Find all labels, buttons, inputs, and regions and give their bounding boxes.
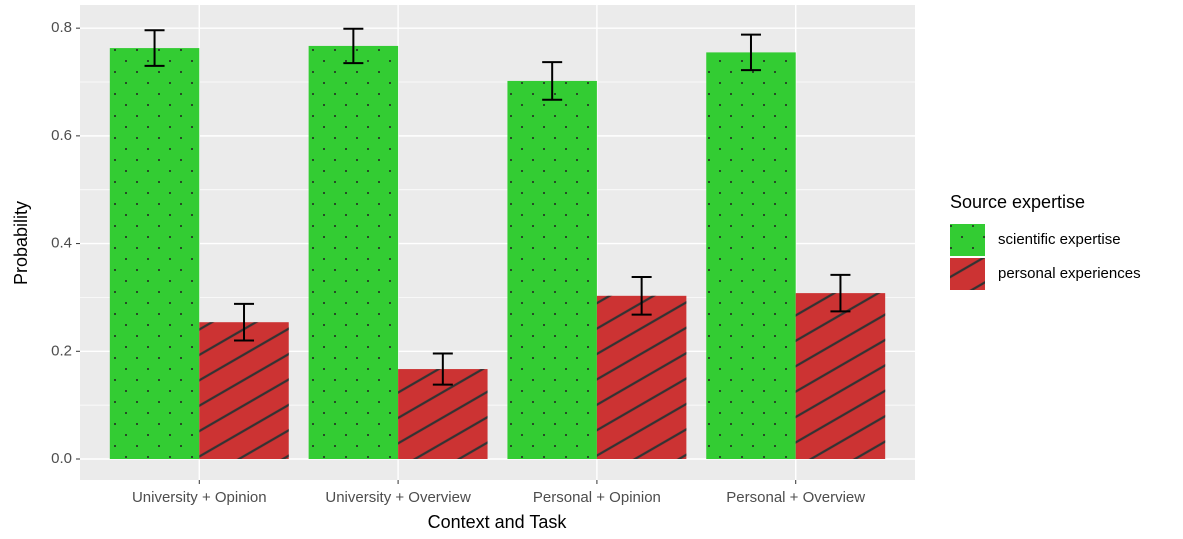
bar-pattern — [308, 45, 399, 459]
bar-pattern — [507, 80, 597, 459]
bar-pattern — [795, 293, 886, 459]
x-tick-label: Personal + Overview — [726, 489, 865, 506]
y-tick-label: 0.8 — [51, 19, 72, 36]
error-bar — [631, 275, 652, 316]
legend-key-pattern — [950, 258, 985, 290]
legend-label: scientific expertise — [998, 231, 1121, 248]
bar-pattern — [199, 322, 289, 459]
legend-title: Source expertise — [950, 192, 1085, 212]
error-bar — [830, 273, 851, 313]
bar-pattern — [109, 48, 200, 459]
y-tick-label: 0.6 — [51, 127, 72, 144]
x-axis-title: Context and Task — [428, 512, 568, 532]
legend-label: personal experiences — [998, 265, 1141, 282]
error-bar — [343, 27, 364, 65]
error-bar — [432, 352, 453, 386]
error-bar — [740, 33, 761, 72]
x-tick-label: University + Overview — [325, 489, 471, 506]
error-bar — [542, 61, 563, 101]
x-tick-label: University + Opinion — [132, 489, 267, 506]
y-axis-title: Probability — [11, 201, 31, 285]
bar-pattern — [706, 52, 796, 459]
error-bar — [234, 302, 255, 342]
bar-pattern — [596, 295, 687, 459]
error-bar — [144, 29, 165, 67]
y-tick-label: 0.4 — [51, 235, 72, 252]
y-tick-label: 0.0 — [51, 450, 72, 467]
legend-key-pattern — [950, 224, 985, 256]
x-tick-label: Personal + Opinion — [533, 489, 661, 506]
y-tick-label: 0.2 — [51, 342, 72, 359]
